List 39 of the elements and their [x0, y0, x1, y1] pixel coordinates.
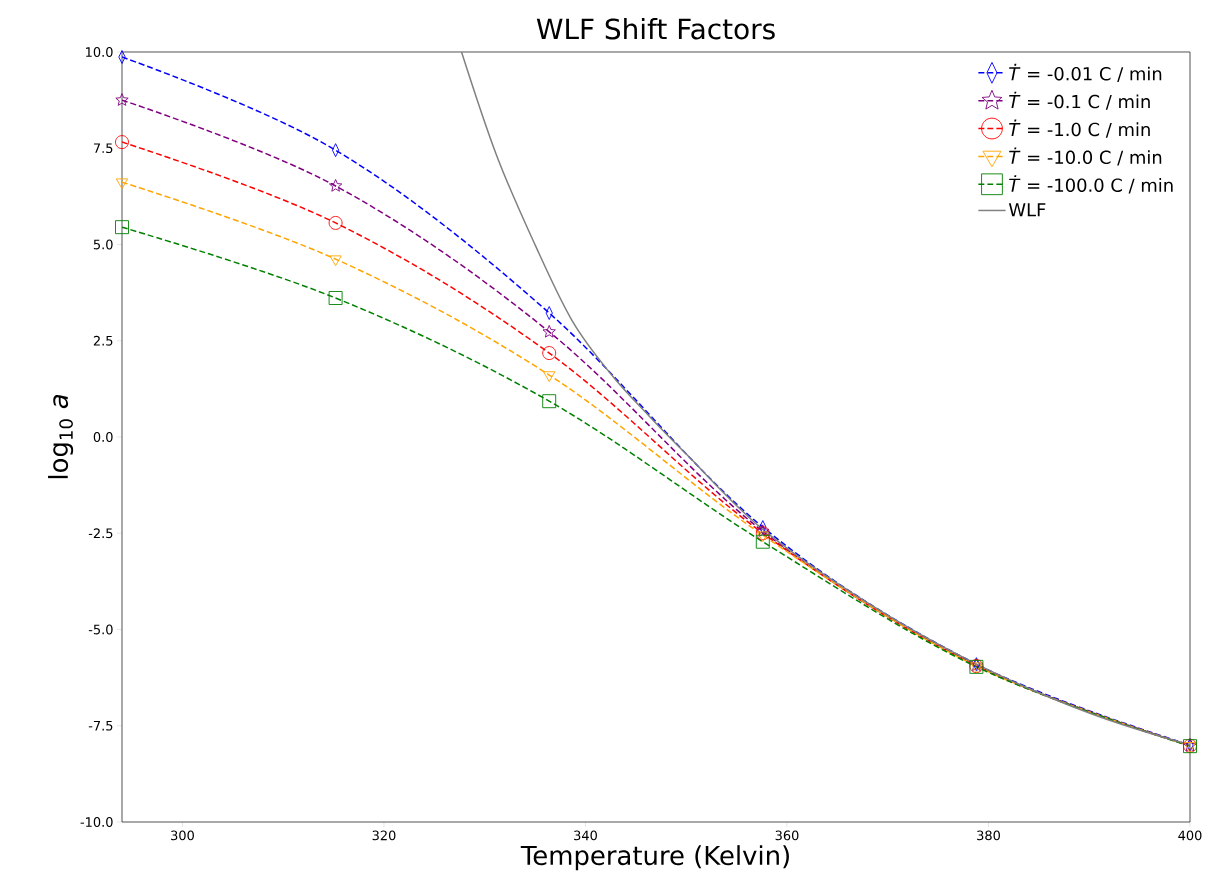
chart-title: WLF Shift Factors	[536, 17, 775, 40]
point	[755, 534, 770, 549]
point	[115, 178, 129, 190]
x-tick-label: 300	[171, 830, 194, 841]
x-tick-label: 320	[372, 830, 396, 841]
y-tick-label: -7.5	[88, 720, 113, 731]
x-axis-title: Temperature (Kelvin)	[520, 845, 789, 871]
legend-label: Ṫ = -1.0 C / min	[1009, 119, 1150, 138]
y-tick-label: 10.0	[86, 47, 113, 57]
point	[115, 135, 129, 150]
legend-label: Ṫ = -0.01 C / min	[1009, 63, 1162, 82]
point	[542, 324, 556, 338]
point	[115, 220, 129, 235]
legend-label: Ṫ = -0.1 C / min	[1009, 91, 1150, 110]
point	[543, 371, 556, 382]
point	[542, 346, 557, 361]
legend-label: Ṫ = -100.0 C / min	[1009, 175, 1173, 194]
y-tick-label: 2.5	[93, 335, 113, 346]
y-tick-label: 7.5	[93, 143, 113, 154]
x-tick-label: 360	[775, 830, 799, 841]
y-axis-title: log$_{10}$ a	[48, 395, 74, 479]
point	[329, 255, 342, 267]
point	[115, 93, 129, 106]
y-tick-label: -10.0	[80, 817, 113, 827]
point	[328, 215, 343, 230]
y-tick-label: 5.0	[93, 239, 113, 250]
point	[542, 394, 557, 409]
x-tick-label: 380	[977, 830, 1000, 841]
y-tick-label: -2.5	[88, 528, 113, 539]
legend-label: WLF	[1008, 203, 1046, 217]
point	[328, 291, 343, 305]
point	[328, 179, 343, 192]
y-tick-label: -5.0	[88, 624, 113, 635]
y-tick-label: 0.0	[93, 432, 113, 442]
line-series	[460, 51, 1191, 746]
legend-label: Ṫ = -10.0 C / min	[1009, 147, 1162, 166]
x-tick-label: 400	[1178, 830, 1202, 841]
x-tick-label: 340	[574, 830, 597, 841]
point	[756, 531, 769, 543]
